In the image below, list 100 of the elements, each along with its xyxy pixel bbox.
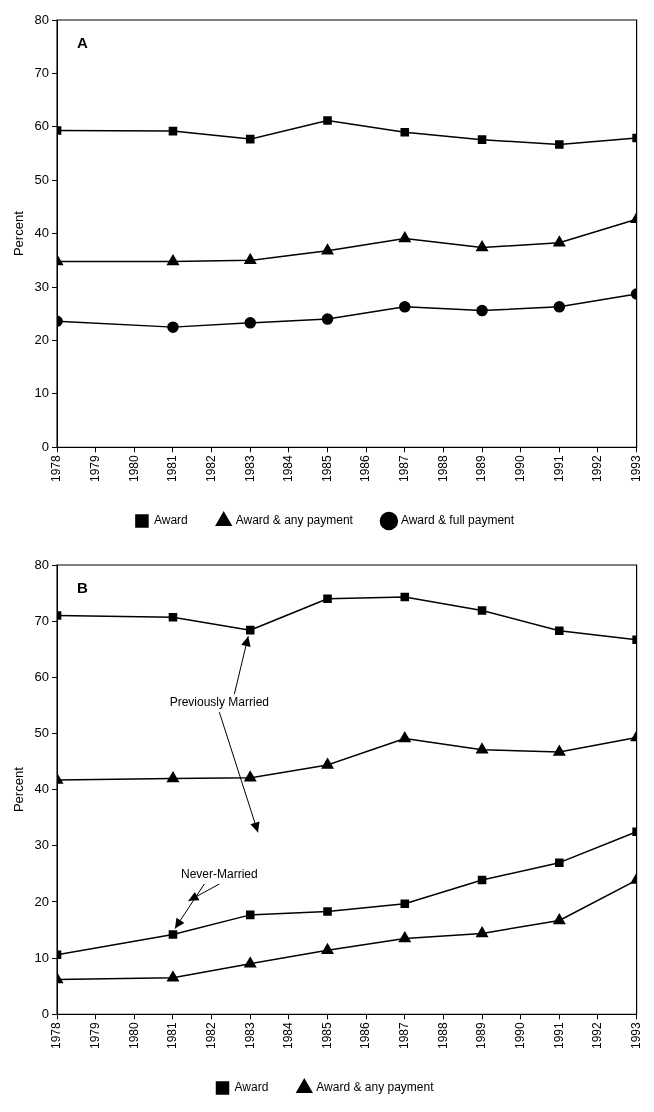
point — [167, 971, 179, 982]
point — [167, 771, 179, 783]
point — [245, 134, 255, 144]
x-tick-label: 1986 — [358, 454, 373, 483]
point — [476, 743, 488, 754]
y-tick-label: 70 — [34, 64, 50, 80]
x-tick-label: 1991 — [551, 454, 566, 483]
y-tick-label: 60 — [34, 118, 50, 134]
point — [245, 625, 255, 635]
x-tick-label: 1978 — [49, 1021, 64, 1050]
x-tick-label: 1989 — [474, 1021, 489, 1050]
y-axis-title: Percent — [11, 210, 27, 257]
point — [323, 907, 332, 916]
x-tick-label: 1981 — [165, 454, 180, 483]
x-tick-label: 1985 — [319, 454, 334, 483]
y-tick-label: 80 — [34, 11, 50, 27]
y-tick-label: 40 — [34, 781, 50, 797]
y-tick-label: 50 — [34, 171, 50, 187]
point — [553, 745, 566, 756]
x-tick-label: 1978 — [49, 454, 64, 483]
x-tick-label: 1990 — [513, 1021, 527, 1050]
point — [398, 231, 411, 243]
text: A — [77, 33, 89, 51]
y-axis-title: Percent — [11, 766, 27, 813]
point — [321, 313, 334, 325]
point — [398, 731, 411, 743]
x-tick-label: 1983 — [242, 1021, 257, 1050]
x-tick-label: 1993 — [628, 454, 643, 483]
y-tick-label: 70 — [34, 612, 50, 628]
point — [168, 126, 178, 136]
y-tick-label: 30 — [34, 837, 50, 853]
point — [168, 930, 178, 939]
point — [477, 135, 487, 144]
point — [321, 943, 334, 955]
point — [476, 240, 488, 252]
x-tick-label: 1989 — [474, 454, 489, 483]
y-tick-label: 20 — [34, 893, 50, 909]
point — [477, 875, 487, 885]
x-tick-label: 1980 — [126, 1021, 141, 1050]
annotation: Previously Married — [169, 695, 270, 710]
point — [244, 957, 257, 968]
point — [555, 858, 564, 867]
y-tick-label: 0 — [41, 1005, 50, 1021]
point — [167, 254, 179, 266]
annotation: Never-Married — [180, 867, 258, 882]
text: B — [77, 578, 89, 596]
point — [553, 301, 566, 313]
point — [399, 301, 411, 313]
x-tick-label: 1990 — [513, 454, 527, 483]
x-tick-label: 1988 — [435, 454, 450, 483]
y-tick-label: 40 — [34, 225, 50, 241]
point — [476, 304, 488, 317]
x-tick-label: 1984 — [281, 454, 296, 483]
point — [244, 253, 257, 265]
point — [553, 913, 566, 925]
point — [323, 116, 332, 125]
x-tick-label: 1979 — [88, 1021, 103, 1050]
y-tick-label: 80 — [34, 556, 50, 572]
y-tick-label: 10 — [34, 385, 50, 401]
x-tick-label: 1979 — [88, 454, 103, 483]
legend-label: Award & any payment — [235, 513, 354, 528]
point — [400, 127, 410, 137]
point — [321, 244, 334, 255]
point — [323, 594, 332, 603]
legend-label: Award — [153, 513, 188, 528]
legend-label: Award — [234, 1080, 269, 1095]
x-tick-label: 1985 — [319, 1021, 334, 1050]
point — [168, 612, 178, 622]
x-tick-label: 1988 — [435, 1021, 450, 1050]
legend-label: Award & full payment — [400, 513, 515, 528]
x-tick-label: 1992 — [590, 454, 605, 483]
x-tick-label: 1984 — [281, 1021, 296, 1050]
point — [245, 910, 255, 920]
x-tick-label: 1991 — [551, 1021, 566, 1050]
x-tick-label: 1993 — [628, 1021, 643, 1050]
point — [167, 321, 179, 333]
x-tick-label: 1992 — [590, 1021, 605, 1050]
x-tick-label: 1983 — [242, 454, 257, 483]
point — [398, 931, 411, 943]
y-tick-label: 20 — [34, 332, 50, 348]
y-tick-label: 50 — [34, 725, 50, 741]
legend-label: Award & any payment — [316, 1080, 435, 1095]
point — [244, 771, 257, 782]
point — [555, 626, 564, 635]
point — [476, 926, 488, 938]
point — [244, 317, 256, 329]
y-tick-label: 60 — [34, 668, 50, 684]
y-tick-label: 10 — [34, 949, 50, 965]
x-tick-label: 1987 — [397, 454, 412, 483]
point — [321, 758, 334, 769]
point — [400, 899, 410, 908]
x-tick-label: 1982 — [203, 454, 218, 483]
point — [553, 235, 566, 247]
y-tick-label: 30 — [34, 278, 50, 294]
point — [555, 140, 564, 149]
x-tick-label: 1987 — [397, 1021, 412, 1050]
point — [477, 606, 487, 615]
x-tick-label: 1986 — [358, 1021, 373, 1050]
point — [400, 592, 410, 602]
x-tick-label: 1981 — [165, 1021, 180, 1050]
